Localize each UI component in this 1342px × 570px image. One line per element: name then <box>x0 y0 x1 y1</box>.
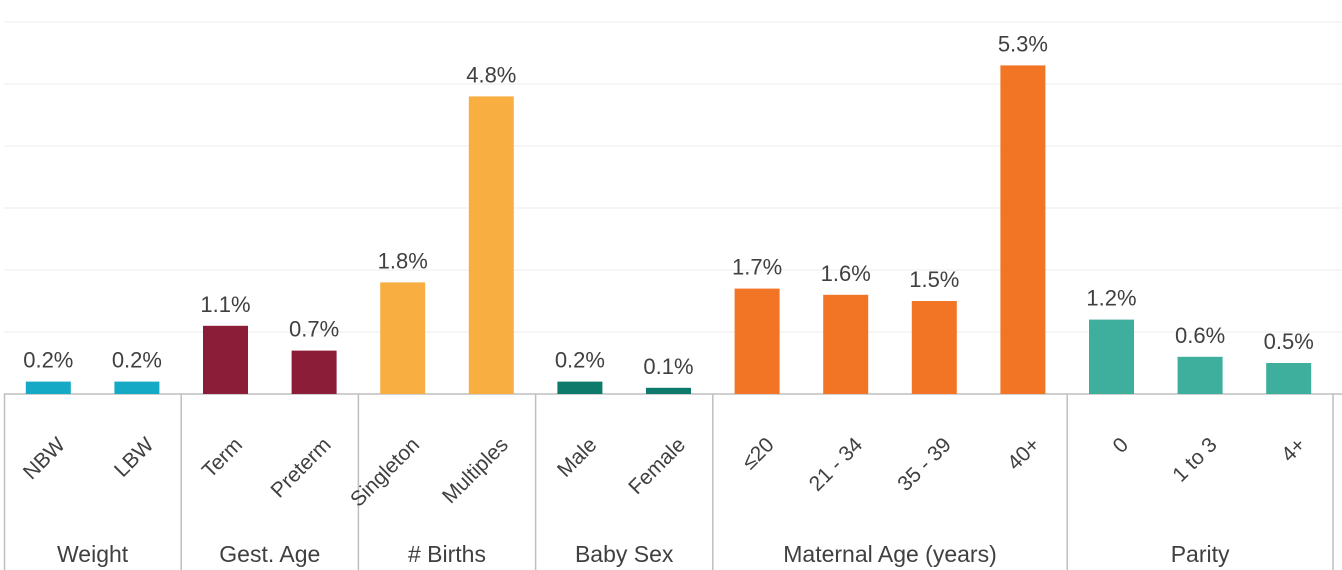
data-label: 0.6% <box>1175 323 1225 348</box>
data-label: 1.5% <box>909 267 959 292</box>
data-label: 0.2% <box>555 348 605 373</box>
bar[interactable] <box>1266 363 1312 394</box>
data-label: 0.7% <box>289 317 339 342</box>
x-tick-label: NBW <box>19 433 70 484</box>
data-label: 1.1% <box>200 292 250 317</box>
x-tick-label: 40+ <box>1003 433 1044 474</box>
data-label: 0.1% <box>643 354 693 379</box>
group-label: Parity <box>1171 541 1230 567</box>
bar[interactable] <box>1000 65 1046 395</box>
x-tick-label: 35 - 39 <box>893 433 956 496</box>
bar[interactable] <box>25 381 71 394</box>
bar[interactable] <box>734 288 780 394</box>
x-tick-label: 21 - 34 <box>805 433 868 496</box>
bar[interactable] <box>557 381 603 394</box>
group-label: Weight <box>57 541 129 567</box>
x-tick-label: 1 to 3 <box>1168 433 1221 486</box>
bar[interactable] <box>1089 319 1134 394</box>
group-label: Maternal Age (years) <box>783 541 996 567</box>
bar[interactable] <box>468 96 514 395</box>
bar[interactable] <box>911 301 957 394</box>
bar[interactable] <box>114 381 160 394</box>
data-label: 1.2% <box>1086 286 1136 311</box>
bar[interactable] <box>1177 356 1223 394</box>
bar[interactable] <box>203 325 248 394</box>
x-tick-label: Term <box>198 433 247 482</box>
group-label: Gest. Age <box>219 541 320 567</box>
bar[interactable] <box>823 294 869 394</box>
data-label: 1.6% <box>821 261 871 286</box>
group-label: # Births <box>408 541 486 567</box>
bar[interactable] <box>291 350 337 394</box>
data-label: 1.7% <box>732 255 782 280</box>
data-label: 0.2% <box>23 348 73 373</box>
x-tick-label: Preterm <box>267 433 336 502</box>
group-label: Baby Sex <box>575 541 674 567</box>
x-tick-label: Multiples <box>438 433 513 508</box>
data-label: 0.2% <box>112 348 162 373</box>
bar[interactable] <box>380 282 426 394</box>
x-tick-label: Female <box>624 433 690 499</box>
x-tick-label: ≤20 <box>738 433 779 474</box>
data-label: 5.3% <box>998 31 1048 56</box>
bar[interactable] <box>646 387 691 394</box>
x-tick-label: 4+ <box>1277 433 1310 466</box>
x-tick-label: LBW <box>110 433 159 482</box>
x-tick-label: 0 <box>1109 433 1134 458</box>
data-label: 4.8% <box>466 62 516 87</box>
x-tick-label: Male <box>553 433 601 481</box>
data-label: 0.5% <box>1264 329 1314 354</box>
data-label: 1.8% <box>378 248 428 273</box>
